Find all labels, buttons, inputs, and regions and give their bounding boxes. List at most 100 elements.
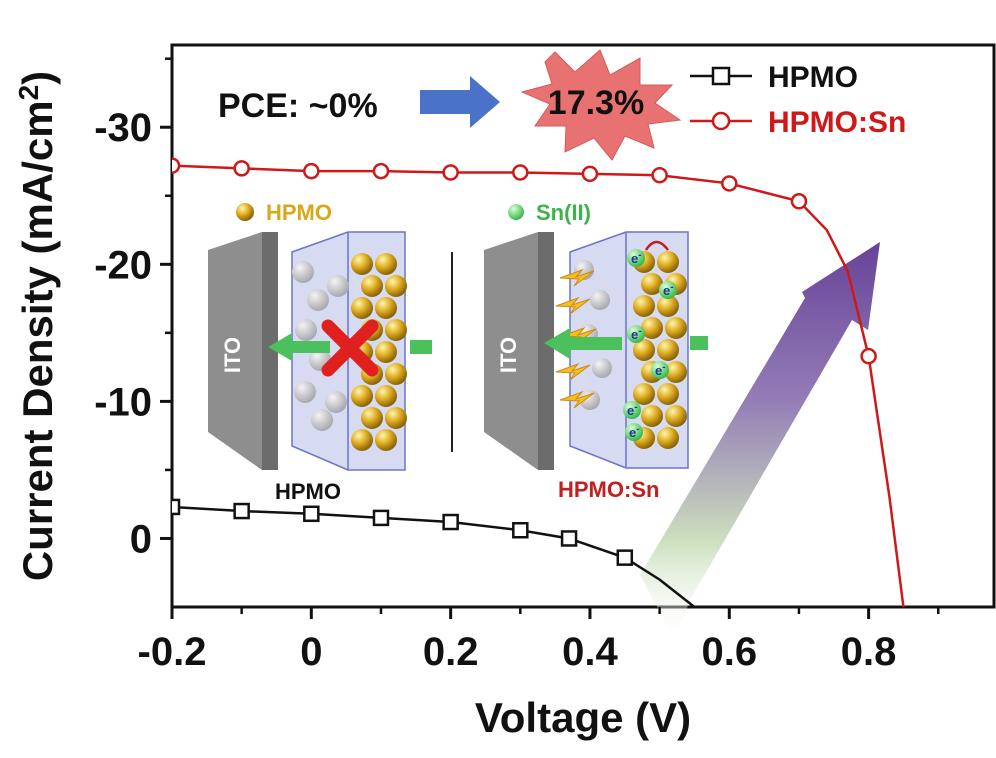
data-point-hpmo-sn xyxy=(512,164,529,181)
grey-ball xyxy=(307,289,329,311)
inset-left-panel: HPMO ITO HPMO xyxy=(208,200,432,504)
electron-flow-arrow-left xyxy=(268,333,330,361)
y-axis-title: Current Density (mA/cm2) xyxy=(13,71,61,581)
hpmo-ball xyxy=(375,253,397,275)
grey-ball xyxy=(327,275,349,297)
x-axis: -0.2 0 0.2 0.4 0.6 0.8 xyxy=(138,607,940,674)
legend-label-hpmo: HPMO xyxy=(768,61,858,94)
data-point-hpmo xyxy=(442,513,459,531)
hpmo-ball xyxy=(385,363,407,385)
hpmo-ball xyxy=(657,383,679,405)
hpmo-ball xyxy=(351,253,373,275)
improvement-arrow xyxy=(640,242,880,640)
ito-slab-right xyxy=(484,232,554,470)
x-tick-label: 0.2 xyxy=(423,630,479,674)
y-tick-label: -10 xyxy=(94,380,152,424)
hpmo-ball xyxy=(375,385,397,407)
lightning-icon xyxy=(555,296,591,315)
hpmo-ball xyxy=(375,297,397,319)
data-point-hpmo-sn xyxy=(581,165,599,183)
hpmo-ball xyxy=(385,407,407,429)
hpmo-ball xyxy=(641,317,663,339)
hpmo-ball xyxy=(361,407,383,429)
electron-label: e- xyxy=(663,282,674,298)
legend-marker-hpmo xyxy=(711,66,731,86)
sn-ball xyxy=(627,325,645,343)
data-point-hpmo-sn xyxy=(651,166,668,184)
grey-ball xyxy=(590,290,610,310)
data-point-hpmo-sn xyxy=(303,162,320,180)
lightning-icon xyxy=(559,268,595,287)
hpmo-ball xyxy=(385,319,407,341)
hpmo-ball xyxy=(641,405,663,427)
hpmo-ball xyxy=(375,429,397,451)
hpmo-ball xyxy=(351,429,373,451)
x-tick-label: 0 xyxy=(300,630,322,674)
electron-label: e- xyxy=(627,402,638,418)
grey-ball xyxy=(580,390,600,410)
hpmo-ball xyxy=(361,275,383,297)
data-point-hpmo xyxy=(233,502,250,520)
hpmo-ball xyxy=(665,317,687,339)
electron-flow-arrow-right xyxy=(544,328,622,359)
hpmo-ball xyxy=(665,405,687,427)
data-point-hpmo xyxy=(560,530,578,547)
hpmo-ball xyxy=(351,385,373,407)
grey-ball xyxy=(592,358,612,378)
hpmo-ball xyxy=(657,295,679,317)
mechanism-inset: HPMO ITO HPMO Sn(II) ITO xyxy=(208,200,708,504)
hpmo-ball xyxy=(657,339,679,361)
data-point-hpmo xyxy=(172,498,181,516)
inset-legend-sn: Sn(II) xyxy=(536,200,591,225)
data-point-hpmo-sn xyxy=(442,164,459,181)
hpmo-ball xyxy=(375,341,397,363)
hpmo-legend-ball xyxy=(236,203,254,221)
transfer-curl-icon xyxy=(644,240,669,251)
legend-label-hpmo-sn: HPMO:Sn xyxy=(768,106,906,139)
y-axis: 0 -10 -20 -30 xyxy=(94,57,172,561)
ito-label-left: ITO xyxy=(220,337,245,373)
hpmo-ball xyxy=(351,297,373,319)
grey-ball xyxy=(295,319,317,341)
hpmo-ball xyxy=(657,427,679,449)
series-line-hpmo xyxy=(172,505,696,607)
sn-ball xyxy=(659,281,677,299)
plot-frame xyxy=(170,43,996,609)
legend-marker-hpmo-sn xyxy=(711,111,731,131)
data-point-hpmo xyxy=(616,549,634,566)
grey-ball xyxy=(292,261,314,283)
legend: HPMO HPMO:Sn xyxy=(690,61,906,139)
x-tick-label: 0.4 xyxy=(562,630,618,674)
hpmo-ball xyxy=(657,251,679,273)
lightning-icon xyxy=(555,362,591,381)
sn-ball xyxy=(651,361,669,379)
data-point-hpmo-sn xyxy=(233,160,250,177)
electron-label: e- xyxy=(629,424,640,440)
x-tick-label: -0.2 xyxy=(138,630,207,674)
hpmo-ball xyxy=(665,361,687,383)
electron-label: e- xyxy=(631,250,642,266)
y-tick-label: -30 xyxy=(94,106,152,150)
x-tick-label: 0.6 xyxy=(701,630,757,674)
grey-ball xyxy=(311,409,333,431)
inset-caption-hpmo-sn: HPMO:Sn xyxy=(558,477,659,502)
inset-caption-hpmo: HPMO xyxy=(275,479,341,504)
y-tick-label: -20 xyxy=(94,243,152,287)
hpmo-ball xyxy=(633,339,655,361)
pce-burst xyxy=(520,49,682,161)
data-point-hpmo-sn xyxy=(372,162,390,180)
y-tick-label: 0 xyxy=(130,517,152,561)
pce-after-label: 17.3% xyxy=(548,84,644,122)
sn-ball xyxy=(623,401,641,419)
ito-label-right: ITO xyxy=(496,337,521,373)
sn-ball xyxy=(627,249,645,267)
hpmo-ball xyxy=(385,275,407,297)
data-point-hpmo-sn xyxy=(172,157,181,174)
hpmo-ball xyxy=(633,295,655,317)
ito-slab-left xyxy=(208,232,278,470)
grey-ball xyxy=(294,381,316,403)
sn-legend-ball xyxy=(508,204,524,220)
series-layer xyxy=(172,157,905,607)
x-tick-label: 0.8 xyxy=(841,630,897,674)
